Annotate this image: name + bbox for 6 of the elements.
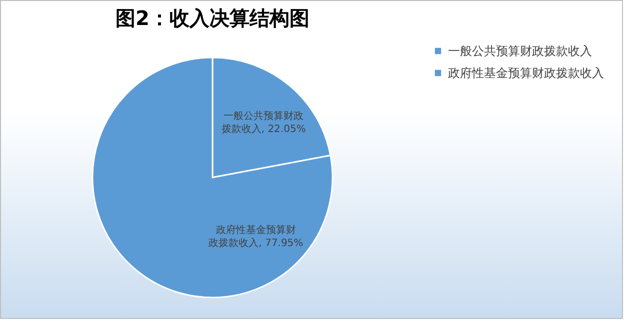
legend-label: 一般公共预算财政拨款收入 (448, 44, 592, 58)
pie-slice (92, 56, 334, 298)
data-label: 一般公共预算财政拨款收入, 22.05% (221, 110, 306, 135)
legend-label: 政府性基金预算财政拨款收入 (448, 66, 604, 80)
chart-title: 图2：收入决算结构图 (116, 6, 310, 30)
data-label: 政府性基金预算财政拨款收入, 77.95% (208, 224, 304, 249)
